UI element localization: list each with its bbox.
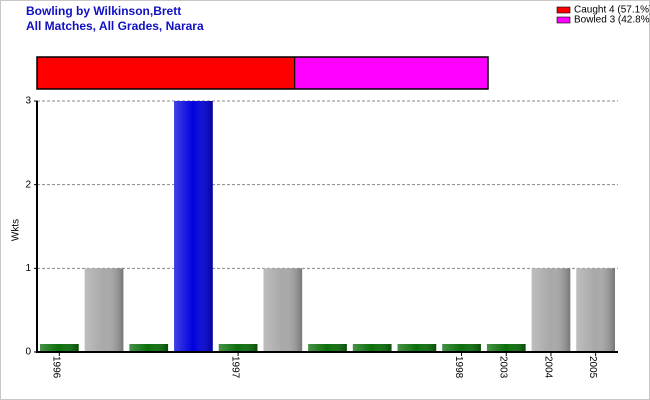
bar-shade xyxy=(352,344,392,352)
x-tick-label: 1996 xyxy=(51,356,62,379)
proportion-segment xyxy=(36,56,296,90)
chart-subtitle: All Matches, All Grades, Narara xyxy=(26,19,204,33)
legend-swatch xyxy=(556,6,571,14)
bar-shade xyxy=(129,344,169,352)
proportion-frame xyxy=(36,56,489,90)
bar-shade xyxy=(531,268,571,352)
y-tick-label: 2 xyxy=(25,179,31,190)
bar-shade xyxy=(40,344,79,352)
bar-shade xyxy=(308,344,347,352)
legend-label: Bowled 3 (42.8%) xyxy=(574,15,650,26)
bar-shade xyxy=(174,101,213,352)
bar-shade xyxy=(84,268,124,352)
legend-swatch xyxy=(556,16,571,24)
x-tick-label: 2005 xyxy=(587,356,598,379)
bar-shade xyxy=(397,344,437,352)
proportion-segment xyxy=(294,56,489,90)
y-tick-label: 3 xyxy=(25,96,31,107)
bar-shade xyxy=(263,268,303,352)
chart-title: Bowling by Wilkinson,Brett xyxy=(26,4,181,18)
bar-shade xyxy=(218,344,258,352)
bar-shade xyxy=(486,344,526,352)
y-tick-label: 1 xyxy=(25,263,31,274)
x-tick-label: 1998 xyxy=(453,356,464,379)
legend-label: Caught 4 (57.1%) xyxy=(574,5,650,16)
x-tick-label: 2003 xyxy=(498,356,509,379)
x-tick-label: 2004 xyxy=(542,356,553,379)
x-tick-label: 1997 xyxy=(229,356,240,379)
y-axis-label: Wkts xyxy=(11,219,22,241)
bar-shade xyxy=(442,344,481,352)
y-tick-label: 0 xyxy=(25,347,31,358)
bar-shade xyxy=(576,268,615,352)
